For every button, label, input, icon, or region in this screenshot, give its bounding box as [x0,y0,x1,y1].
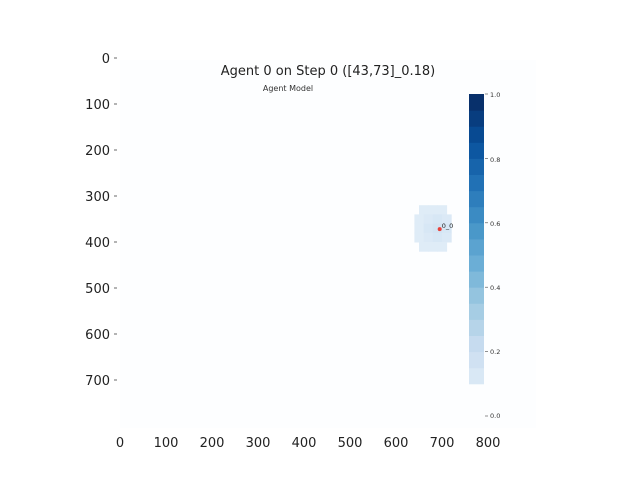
x-tick-label: 200 [200,436,225,451]
heatmap-cell [414,223,425,234]
y-tick-label: 500 [85,282,110,297]
y-tick-label: 700 [85,374,110,389]
colorbar-band [469,335,484,353]
x-tick-label: 400 [292,436,317,451]
colorbar-band [469,303,484,320]
colorbar-band [469,94,484,111]
y-tick-label: 200 [85,144,110,159]
colorbar-band [469,367,484,385]
heatmap-cell [437,242,448,252]
heatmap-cell [414,214,425,225]
colorbar-band [469,206,484,224]
x-tick-label: 800 [476,436,501,451]
y-axis: 0 100 200 300 400 500 600 700 [85,52,117,389]
heatmap-cell [442,223,452,234]
colorbar-ticks [485,93,488,417]
heatmap-cell [423,232,434,243]
agent-marker [437,227,442,232]
heatmap-cell [428,242,438,252]
plot-area [120,60,536,428]
y-tick-label: 0 [102,52,110,67]
colorbar-band [469,271,484,288]
y-tick-label: 100 [85,98,110,113]
chart-subtitle: Agent Model [263,84,313,93]
colorbar-band [469,255,484,272]
heatmap-cell [423,214,434,225]
colorbar-gradient [469,94,484,385]
heatmap-cell [442,232,452,243]
x-tick-label: 700 [430,436,455,451]
colorbar-band [469,319,484,336]
chart-title: Agent 0 on Step 0 ([43,73]_0.18) [221,64,435,79]
heatmap-cell [437,205,448,215]
x-tick-label: 600 [384,436,409,451]
x-tick-label: 100 [154,436,179,451]
colorbar: 0.0 0.2 0.4 0.6 0.8 1.0 [469,91,500,420]
heatmap-cells [414,205,452,252]
colorbar-band [469,287,484,304]
colorbar-band [469,174,484,192]
heatmap-cell [432,232,443,243]
colorbar-band [469,238,484,256]
heatmap-cell [414,232,425,243]
heatmap-cell [428,205,438,215]
colorbar-tick-label: 0.6 [490,220,500,228]
colorbar-band [469,110,484,127]
colorbar-tick-label: 1.0 [490,91,500,99]
heatmap-cell [432,214,443,225]
y-tick-label: 600 [85,328,110,343]
heatmap-cell [432,223,443,234]
colorbar-tick-label: 0.8 [490,156,500,164]
colorbar-band [469,190,484,208]
y-tick-label: 400 [85,236,110,251]
colorbar-band [469,126,484,143]
y-tick-label: 300 [85,190,110,205]
x-axis: 0 100 200 300 400 500 600 700 800 [116,436,501,451]
agent-layer: 0_0 [437,222,454,232]
colorbar-band [469,351,484,369]
colorbar-tick-label: 0.2 [490,348,500,356]
x-tick-label: 300 [246,436,271,451]
colorbar-tick-label: 0.0 [490,412,500,420]
agent-label: 0_0 [442,222,454,230]
x-tick-label: 0 [116,436,124,451]
y-tick-marks [114,57,117,381]
heatmap-cell [423,223,434,234]
heatmap-cell [419,205,429,215]
colorbar-band [469,158,484,175]
heatmap-cell [419,242,429,252]
colorbar-band [469,222,484,240]
colorbar-band [469,142,484,159]
heatmap-cell [442,214,452,225]
x-tick-label: 500 [338,436,363,451]
colorbar-tick-label: 0.4 [490,284,500,292]
